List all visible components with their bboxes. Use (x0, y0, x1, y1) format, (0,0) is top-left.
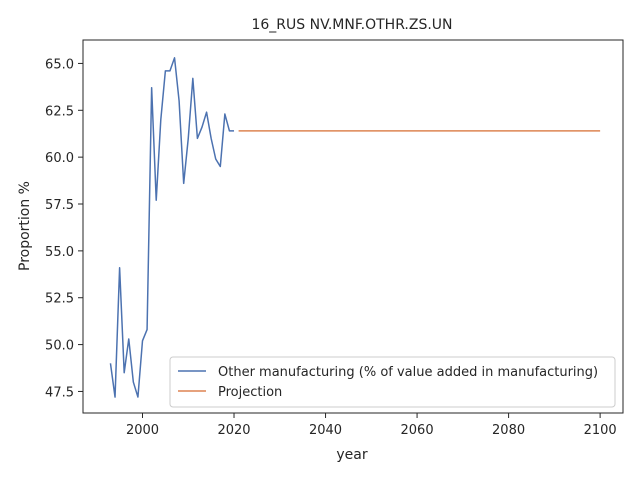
x-tick-label: 2080 (492, 423, 525, 438)
chart-title: 16_RUS NV.MNF.OTHR.ZS.UN (251, 17, 452, 33)
y-tick-label: 52.5 (45, 292, 74, 307)
x-tick-label: 2000 (126, 423, 159, 438)
y-tick-label: 50.0 (45, 339, 74, 354)
legend: Other manufacturing (% of value added in… (169, 356, 616, 408)
x-tick-label: 2060 (401, 423, 434, 438)
y-tick-label: 47.5 (45, 385, 74, 400)
x-axis: 2000 2020 2040 2060 2080 2100 (126, 413, 617, 438)
legend-box (169, 356, 616, 408)
legend-label-historical: Other manufacturing (% of value added in… (218, 365, 598, 380)
plot-frame (82, 39, 624, 414)
legend-label-projection: Projection (218, 385, 282, 400)
x-tick-label: 2100 (584, 423, 617, 438)
y-tick-label: 62.5 (45, 104, 74, 119)
y-tick-label: 57.5 (45, 198, 74, 213)
y-axis-label: Proportion % (17, 181, 33, 271)
series-line-historical (109, 57, 235, 398)
y-axis: 47.5 50.0 52.5 55.0 57.5 60.0 62.5 65.0 (45, 57, 83, 400)
series-layer (109, 57, 601, 398)
y-tick-label: 60.0 (45, 151, 74, 166)
y-tick-label: 55.0 (45, 245, 74, 260)
x-tick-label: 2040 (309, 423, 342, 438)
y-tick-label: 65.0 (45, 57, 74, 72)
x-axis-label: year (336, 447, 367, 463)
x-tick-label: 2020 (217, 423, 250, 438)
